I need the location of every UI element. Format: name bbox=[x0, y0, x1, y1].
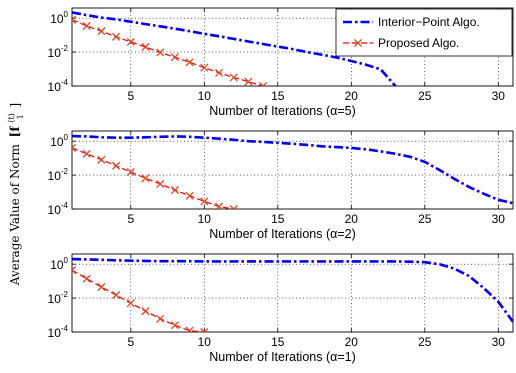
x-tick-label: 5 bbox=[127, 89, 134, 103]
proposed-marker bbox=[156, 48, 165, 57]
proposed-marker bbox=[141, 42, 150, 52]
x-tick-label: 25 bbox=[418, 212, 432, 226]
y-axis-label-sub: 1 bbox=[16, 114, 25, 119]
proposed-marker bbox=[82, 21, 91, 30]
series-proposed-line bbox=[72, 19, 264, 86]
proposed-marker bbox=[185, 58, 194, 67]
proposed-marker bbox=[97, 27, 106, 36]
proposed-marker bbox=[229, 204, 238, 209]
y-axis-label-sup: (t) bbox=[7, 113, 16, 122]
x-tick-label: 10 bbox=[198, 212, 212, 226]
proposed-marker bbox=[156, 314, 165, 323]
y-axis-label-bracket-close: ] bbox=[8, 103, 22, 108]
x-axis-label: Number of Iterations (α=5) bbox=[209, 104, 356, 118]
y-axis-label-bracket-open: [f bbox=[8, 126, 22, 138]
x-tick-label: 25 bbox=[418, 89, 432, 103]
x-tick-label: 10 bbox=[198, 89, 212, 103]
plot-area bbox=[72, 257, 513, 332]
legend-box bbox=[335, 8, 513, 57]
proposed-marker bbox=[126, 37, 135, 46]
x-tick-label: 15 bbox=[271, 89, 285, 103]
x-tick-label: 5 bbox=[127, 335, 134, 349]
x-tick-label: 10 bbox=[198, 335, 212, 349]
proposed-marker bbox=[112, 291, 121, 300]
proposed-marker bbox=[82, 274, 91, 283]
legend-proposed-label: Proposed Algo. bbox=[378, 36, 459, 50]
series-interior-point-line bbox=[72, 134, 513, 205]
proposed-marker bbox=[200, 197, 209, 206]
y-tick-label: 10-4 bbox=[48, 78, 69, 94]
proposed-marker bbox=[200, 327, 209, 332]
proposed-marker bbox=[126, 168, 135, 177]
x-tick-label: 30 bbox=[492, 89, 506, 103]
proposed-marker bbox=[214, 68, 224, 77]
proposed-marker bbox=[72, 143, 77, 152]
series-proposed-line bbox=[72, 147, 234, 209]
plot-area bbox=[72, 134, 513, 209]
legend-proposed-marker bbox=[353, 38, 363, 48]
y-axis-label: Average Value of Norm [f (t) 1 ] bbox=[3, 103, 26, 286]
proposed-marker bbox=[244, 77, 253, 86]
proposed-marker bbox=[97, 155, 106, 164]
proposed-marker bbox=[72, 265, 77, 275]
x-axis-label: Number of Iterations (α=1) bbox=[209, 350, 356, 364]
series-interior-point-line bbox=[72, 257, 513, 323]
plot-area bbox=[72, 11, 397, 86]
proposed-marker bbox=[200, 63, 209, 72]
axes-frame bbox=[71, 7, 514, 87]
proposed-marker bbox=[82, 149, 91, 158]
y-tick-label: 10-4 bbox=[48, 324, 69, 340]
proposed-marker bbox=[229, 73, 238, 82]
x-axis-label: Number of Iterations (α=2) bbox=[209, 227, 356, 241]
axes-frame bbox=[71, 253, 514, 333]
chart-panels: 5 10 15 20 25 30 100 10-2 10-4 Number of Iteratio… bbox=[48, 7, 514, 364]
x-tick-label: 20 bbox=[345, 89, 359, 103]
x-tick-label: 30 bbox=[492, 335, 506, 349]
x-tick-label: 25 bbox=[418, 335, 432, 349]
proposed-marker bbox=[170, 186, 179, 195]
proposed-marker bbox=[185, 326, 194, 332]
proposed-marker bbox=[185, 191, 194, 200]
panel-3: 5 10 15 20 25 30 100 10-2 10-4 Number of Iteratio… bbox=[48, 253, 514, 364]
y-tick-label: 10-4 bbox=[48, 201, 69, 217]
series-interior-point-line bbox=[72, 11, 397, 86]
y-tick-label: 100 bbox=[50, 133, 68, 149]
proposed-marker bbox=[214, 202, 224, 209]
y-tick-label: 100 bbox=[50, 256, 68, 272]
x-tick-label: 30 bbox=[492, 212, 506, 226]
proposed-marker bbox=[112, 32, 121, 41]
y-tick-label: 100 bbox=[50, 10, 68, 26]
x-tick-label: 5 bbox=[127, 212, 134, 226]
proposed-marker bbox=[141, 174, 150, 183]
proposed-marker bbox=[97, 282, 106, 292]
proposed-marker bbox=[170, 321, 179, 330]
series-proposed-line bbox=[72, 269, 205, 332]
panel-2: 5 10 15 20 25 30 100 10-2 10-4 Number of Iteratio… bbox=[48, 130, 514, 241]
legend-interior-point-label: Interior−Point Algo. bbox=[378, 15, 480, 29]
proposed-marker bbox=[112, 161, 121, 170]
x-tick-label: 15 bbox=[271, 212, 285, 226]
y-tick-label: 10-2 bbox=[48, 44, 69, 60]
y-tick-label: 10-2 bbox=[48, 290, 69, 306]
proposed-marker bbox=[156, 179, 165, 189]
x-tick-label: 20 bbox=[345, 212, 359, 226]
proposed-marker bbox=[126, 299, 135, 308]
axes-frame bbox=[71, 130, 514, 210]
y-tick-label: 10-2 bbox=[48, 167, 69, 183]
proposed-marker bbox=[259, 81, 268, 86]
proposed-marker bbox=[72, 15, 77, 24]
proposed-marker bbox=[141, 307, 150, 316]
proposed-marker bbox=[170, 53, 179, 62]
x-tick-label: 15 bbox=[271, 335, 285, 349]
x-tick-label: 20 bbox=[345, 335, 359, 349]
legend: Interior−Point Algo. Proposed Algo. bbox=[335, 8, 513, 57]
y-axis-label-text: Average Value of Norm bbox=[8, 144, 22, 287]
panel-1: 5 10 15 20 25 30 100 10-2 10-4 Number of Iteratio… bbox=[48, 7, 514, 118]
